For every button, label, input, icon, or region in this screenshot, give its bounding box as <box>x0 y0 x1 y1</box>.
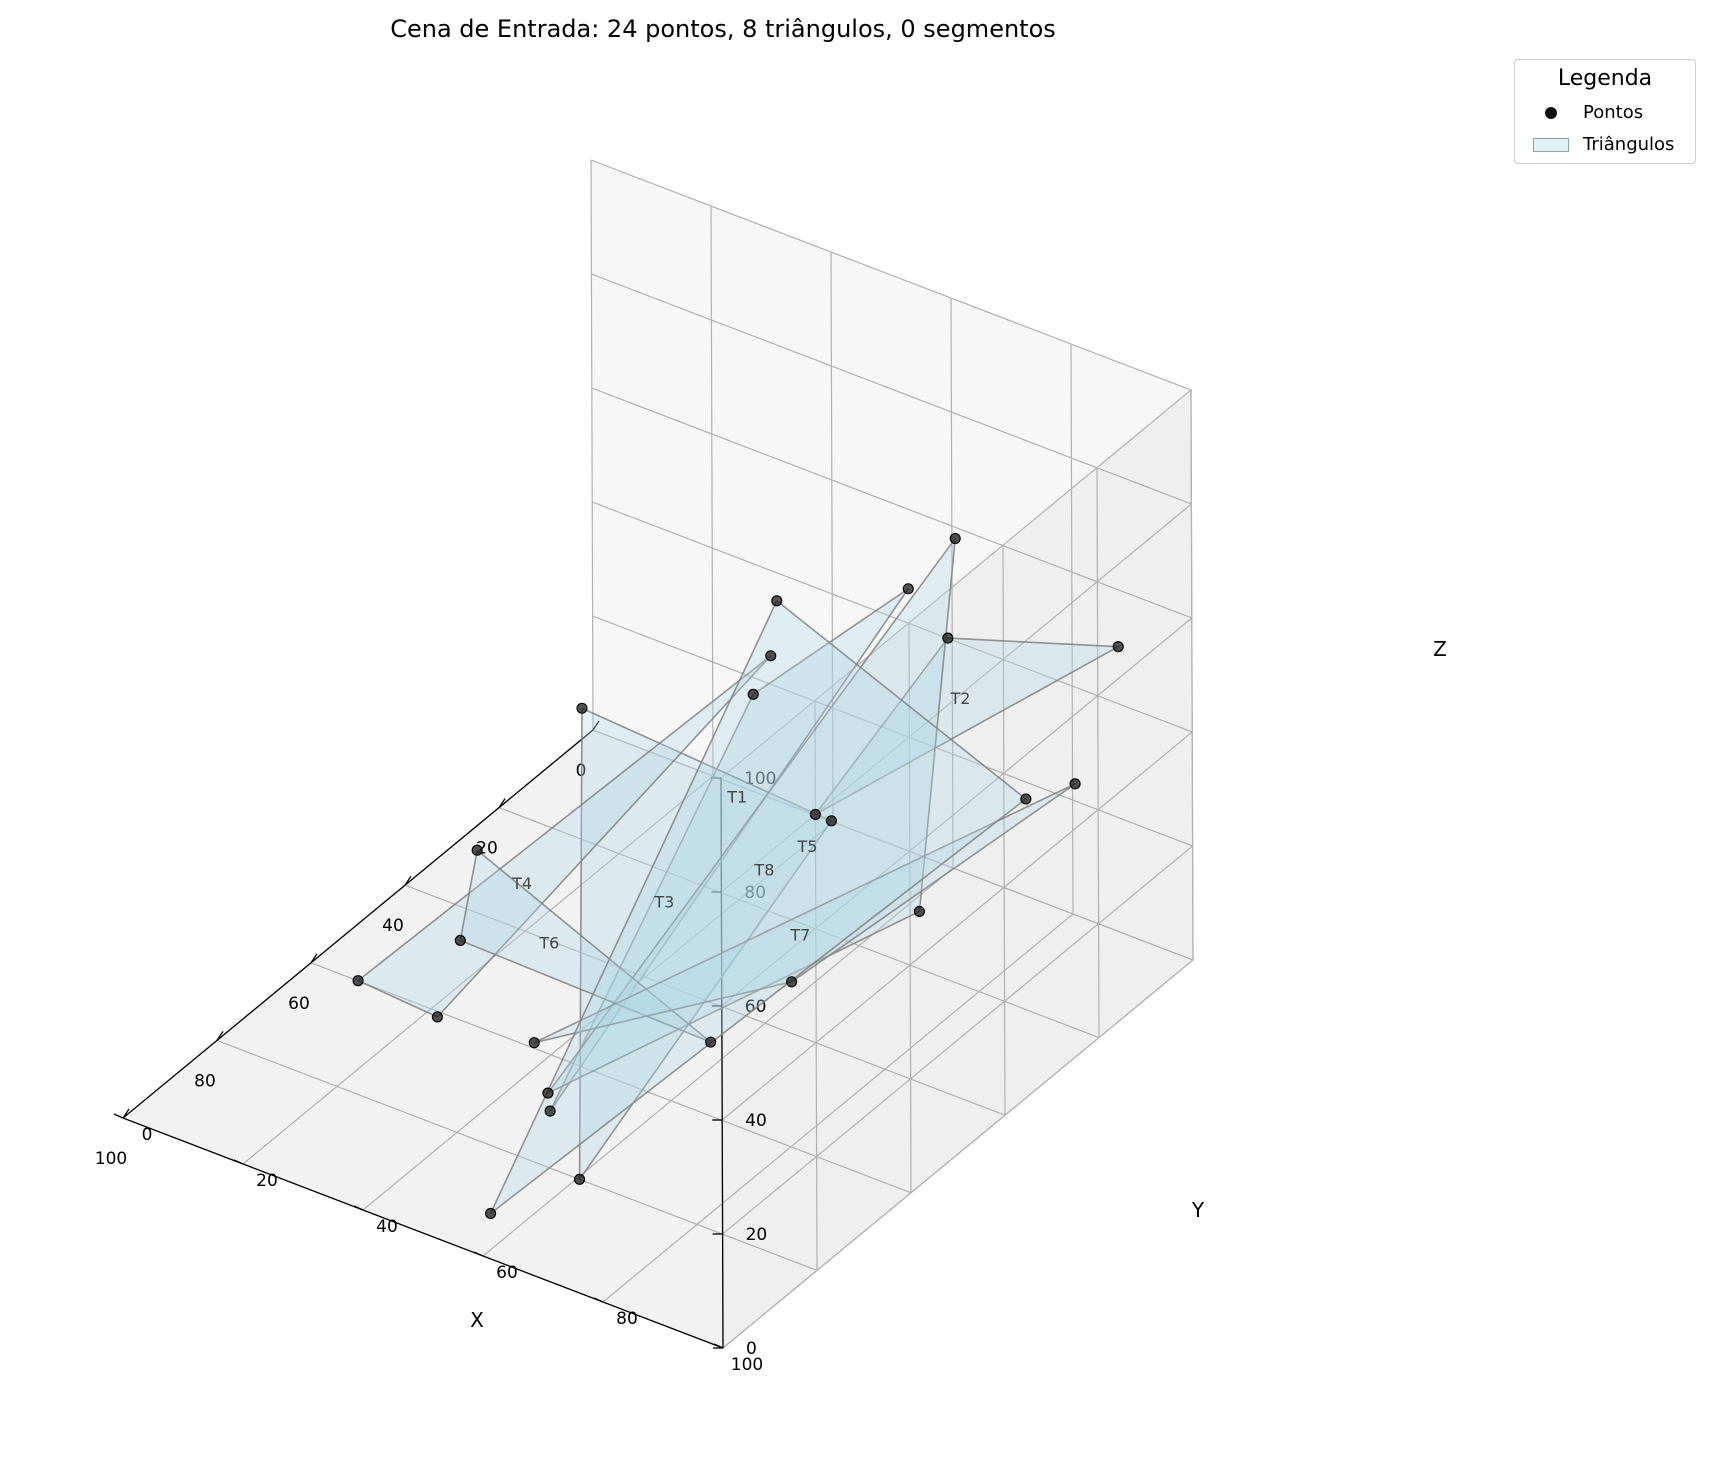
data-point <box>544 1105 556 1117</box>
gridline-x-back <box>814 700 818 1271</box>
legend: Legenda Pontos Triângulos <box>1514 59 1696 164</box>
y-tick-label: 60 <box>496 1263 518 1283</box>
triangle-label: T6 <box>538 934 559 953</box>
data-point <box>485 1207 497 1220</box>
data-point <box>1020 793 1032 805</box>
x-tick-label: 80 <box>194 1071 216 1091</box>
gridline-y <box>722 389 1194 1349</box>
y-tick <box>233 1159 244 1165</box>
legend-item-triangles: Triângulos <box>1515 133 1695 157</box>
x-tick <box>122 1108 130 1119</box>
gridline-y <box>482 297 954 1257</box>
y-tick-label: 40 <box>376 1217 398 1237</box>
legend-item-label: Pontos <box>1583 102 1644 123</box>
triangle-face <box>549 587 910 1112</box>
triangle-face <box>547 537 957 1094</box>
triangles-layer <box>357 537 1120 1215</box>
z-tick-label: 80 <box>744 883 766 903</box>
data-point <box>942 632 954 644</box>
y-axis-label: Y <box>1191 1198 1205 1222</box>
y-tick <box>593 1297 604 1303</box>
chart-title: Cena de Entrada: 24 pontos, 8 triângulos… <box>390 15 1056 43</box>
z-axis-line <box>720 777 724 1349</box>
data-point <box>1112 641 1124 653</box>
z-tick-label: 20 <box>746 1225 768 1245</box>
data-point <box>574 1173 586 1185</box>
x-tick-label: 100 <box>95 1149 127 1169</box>
gridline-x-floor <box>498 807 1100 1039</box>
z-tick-label: 40 <box>745 1111 767 1131</box>
legend-item-label: Triângulos <box>1583 134 1675 155</box>
x-tick <box>216 1031 224 1041</box>
gridline-x-floor <box>310 962 912 1194</box>
y-tick <box>353 1205 364 1211</box>
triangle-face <box>357 654 772 1018</box>
triangle-labels: T1 T2 T3 T4 T5 T6 T7 T8 <box>511 689 970 953</box>
triangle-face <box>578 707 833 1181</box>
data-point <box>809 808 821 820</box>
data-point <box>902 583 914 595</box>
data-point <box>949 533 961 545</box>
triangle-label: T8 <box>753 861 774 880</box>
data-point <box>576 702 588 714</box>
data-point <box>528 1037 540 1049</box>
y-axis-line <box>122 1117 724 1349</box>
gridline-y <box>602 343 1074 1303</box>
triangle-face <box>814 637 1120 816</box>
data-point <box>913 905 925 917</box>
x-tick-label: 60 <box>288 994 310 1014</box>
y-tick-label: 80 <box>616 1309 638 1329</box>
data-point <box>705 1036 717 1048</box>
data-point <box>471 844 483 856</box>
data-point <box>747 688 759 700</box>
x-axis-label: X <box>470 1308 484 1332</box>
x-tick <box>404 875 412 886</box>
x-tick <box>498 798 506 808</box>
triangle-face <box>459 849 712 1043</box>
triangle-label: T1 <box>726 788 747 807</box>
triangle-face <box>533 783 1076 1044</box>
data-point <box>771 595 783 607</box>
y-tick <box>713 1343 724 1349</box>
triangle-label: T4 <box>511 874 532 893</box>
data-point <box>786 976 798 988</box>
triangle-label: T7 <box>789 926 810 945</box>
data-point <box>825 815 837 827</box>
triangle-label: T3 <box>653 892 674 911</box>
data-point <box>431 1011 443 1023</box>
z-tick-label: 100 <box>744 769 776 789</box>
triangle-label: T5 <box>797 837 818 856</box>
data-point <box>542 1087 554 1099</box>
y-tick-label: 20 <box>256 1171 278 1191</box>
data-point <box>352 975 364 987</box>
y-tick-label: 0 <box>142 1125 153 1145</box>
x-tick <box>310 953 318 964</box>
gridline-z <box>590 159 1193 779</box>
data-point <box>454 934 466 946</box>
data-point <box>765 650 777 662</box>
z-tick-label: 0 <box>746 1339 757 1359</box>
x-axis-line <box>122 729 594 1119</box>
legend-item-points: Pontos <box>1515 101 1695 125</box>
gridline-x-back <box>908 622 912 1193</box>
points-layer <box>352 533 1124 1220</box>
y-tick-label: 100 <box>731 1355 763 1375</box>
y-tick <box>113 1113 124 1119</box>
gridline-x-back <box>1096 467 1100 1038</box>
triangle-patch-icon <box>1533 138 1569 152</box>
triangle-label: T2 <box>950 689 971 708</box>
y-tick <box>473 1251 484 1257</box>
x-tick-label: 40 <box>382 916 404 936</box>
legend-title: Legenda <box>1557 66 1653 91</box>
triangle-face <box>489 599 1027 1215</box>
data-point <box>1069 778 1081 790</box>
z-axis-label: Z <box>1433 637 1447 661</box>
point-marker-icon <box>1545 107 1557 119</box>
x-tick <box>592 720 600 731</box>
